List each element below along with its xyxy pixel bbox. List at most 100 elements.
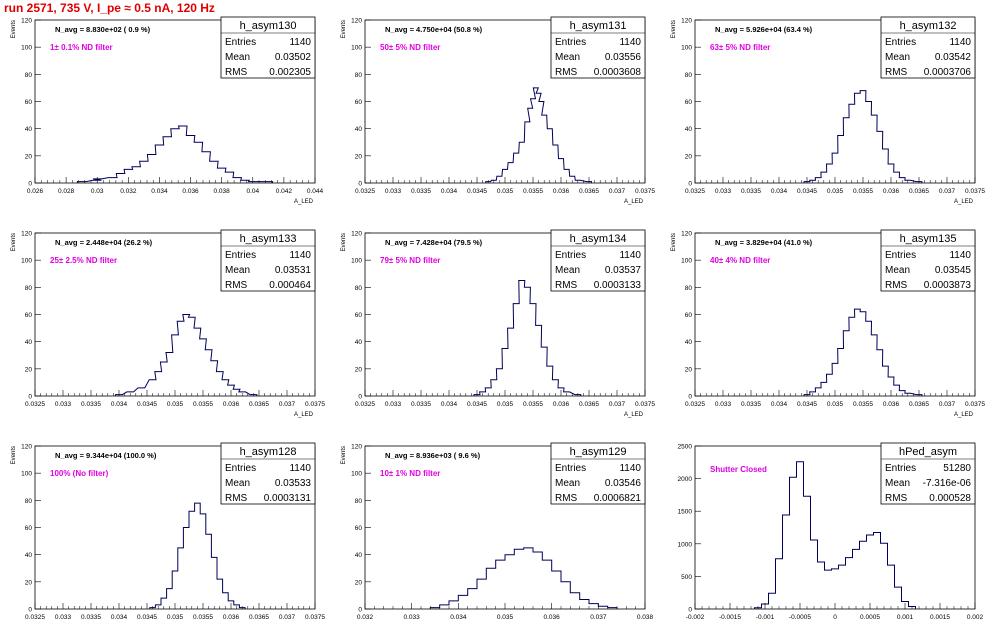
n-avg-label: N_avg = 2.448e+04 (26.2 %) <box>55 238 153 247</box>
y-tick-label: 80 <box>25 72 33 79</box>
x-tick-label: 0.033 <box>385 188 402 195</box>
stats-box <box>880 16 976 79</box>
x-tick-label: 0.0355 <box>523 401 543 408</box>
y-tick-label: 0 <box>688 607 692 614</box>
x-tick-label: 0.0325 <box>25 614 45 621</box>
x-tick-label: 0.035 <box>167 401 184 408</box>
x-tick-label: 0.0335 <box>81 614 101 621</box>
y-tick-label: 100 <box>681 45 692 52</box>
y-tick-label: 500 <box>681 574 692 581</box>
y-tick-label: 60 <box>685 99 693 106</box>
stats-value: 0.0003706 <box>924 67 972 78</box>
y-tick-label: 20 <box>25 366 33 373</box>
y-axis-title: Events <box>341 446 347 464</box>
stats-key: Entries <box>885 463 916 474</box>
histogram-line <box>76 125 274 183</box>
y-tick-label: 100 <box>681 258 692 265</box>
filter-label: 1± 0.1% ND filter <box>50 43 113 52</box>
x-axis-title: A_LED <box>954 412 974 418</box>
x-tick-label: 0.034 <box>111 614 128 621</box>
x-tick-label: 0.032 <box>357 614 374 621</box>
x-tick-label: -0.0015 <box>719 614 741 621</box>
x-tick-label: 0 <box>833 614 837 621</box>
y-tick-label: 40 <box>355 552 363 559</box>
y-tick-label: 100 <box>21 45 32 52</box>
histogram-name: h_asym128 <box>240 446 297 458</box>
x-tick-label: 0.035 <box>827 401 844 408</box>
stats-value: 0.0006821 <box>594 493 642 504</box>
y-tick-label: 60 <box>25 312 33 319</box>
x-tick-label: 0.0335 <box>741 188 761 195</box>
y-tick-label: 60 <box>25 99 33 106</box>
y-tick-label: 60 <box>355 99 363 106</box>
y-tick-label: 20 <box>685 366 693 373</box>
x-tick-label: 0.0365 <box>249 614 269 621</box>
stats-value: 0.03542 <box>935 52 972 63</box>
n-avg-label: N_avg = 5.926e+04 (63.4 %) <box>715 25 813 34</box>
histogram-line <box>803 90 923 183</box>
y-tick-label: 100 <box>21 258 32 265</box>
stats-value: 51280 <box>943 463 971 474</box>
panel-hPed_asym: -0.002 -0.0015 -0.001 -0.0005 0 0.0005 0.001 0.… <box>678 442 984 621</box>
histogram-line <box>429 547 618 609</box>
x-tick-label: 0.0355 <box>193 614 213 621</box>
x-tick-label: 0.0375 <box>305 401 325 408</box>
histogram-name: h_asym135 <box>900 233 957 245</box>
x-tick-label: -0.0005 <box>789 614 811 621</box>
filter-label: 100% (No filter) <box>50 469 109 478</box>
stats-value: 0.000464 <box>269 280 311 291</box>
filter-label: 50± 5% ND filter <box>380 43 440 52</box>
x-axis-title: A_LED <box>294 199 314 205</box>
stats-key: Mean <box>885 52 910 63</box>
x-tick-label: 0.0375 <box>635 188 655 195</box>
y-tick-label: 40 <box>355 126 363 133</box>
filter-label: 63± 5% ND filter <box>710 43 770 52</box>
y-tick-label: 60 <box>685 312 693 319</box>
x-tick-label: 0.0365 <box>909 401 929 408</box>
x-tick-label: -0.001 <box>756 614 775 621</box>
stats-value: 1140 <box>619 37 641 48</box>
y-tick-label: 80 <box>355 498 363 505</box>
stats-value: 0.03502 <box>275 52 312 63</box>
y-tick-label: 0 <box>358 181 362 188</box>
stats-key: RMS <box>225 493 248 504</box>
stats-value: 0.000528 <box>929 493 971 504</box>
y-tick-label: 60 <box>355 312 363 319</box>
y-tick-label: 80 <box>355 285 363 292</box>
x-tick-label: 0.0005 <box>860 614 880 621</box>
stats-key: Mean <box>225 265 250 276</box>
x-tick-label: 0.034 <box>151 188 168 195</box>
stats-value: 0.03537 <box>605 265 642 276</box>
y-tick-label: 120 <box>21 444 32 451</box>
n-avg-label: N_avg = 8.936e+03 ( 9.6 %) <box>385 451 481 460</box>
x-tick-label: 0.033 <box>55 401 72 408</box>
stats-value: 0.002305 <box>269 67 311 78</box>
x-tick-label: 0.033 <box>385 401 402 408</box>
stats-key: Mean <box>885 478 910 489</box>
histogram-line <box>149 502 246 609</box>
y-tick-label: 100 <box>351 471 362 478</box>
stats-key: Mean <box>555 478 580 489</box>
x-tick-label: 0.042 <box>276 188 293 195</box>
stats-value: 1140 <box>289 463 311 474</box>
stats-key: Entries <box>225 250 256 261</box>
y-axis-title: Events <box>11 446 17 464</box>
stats-key: Mean <box>555 265 580 276</box>
x-axis-title: A_LED <box>294 412 314 418</box>
stats-key: RMS <box>225 280 248 291</box>
y-tick-label: 120 <box>351 18 362 25</box>
x-tick-label: 0.0345 <box>797 188 817 195</box>
panel-h_asym129: 0.032 0.033 0.034 0.035 0.036 0.037 0.038 0 20 40… <box>341 442 654 621</box>
x-tick-label: -0.002 <box>686 614 705 621</box>
x-tick-label: 0.0375 <box>965 401 985 408</box>
stats-key: Mean <box>225 52 250 63</box>
stats-value: 0.03533 <box>275 478 312 489</box>
histogram-line <box>803 308 923 396</box>
x-tick-label: 0.04 <box>246 188 259 195</box>
stats-value: 0.03545 <box>935 265 972 276</box>
y-tick-label: 120 <box>681 231 692 238</box>
y-tick-label: 80 <box>685 285 693 292</box>
x-tick-label: 0.033 <box>715 401 732 408</box>
stats-value: 0.03546 <box>605 478 642 489</box>
